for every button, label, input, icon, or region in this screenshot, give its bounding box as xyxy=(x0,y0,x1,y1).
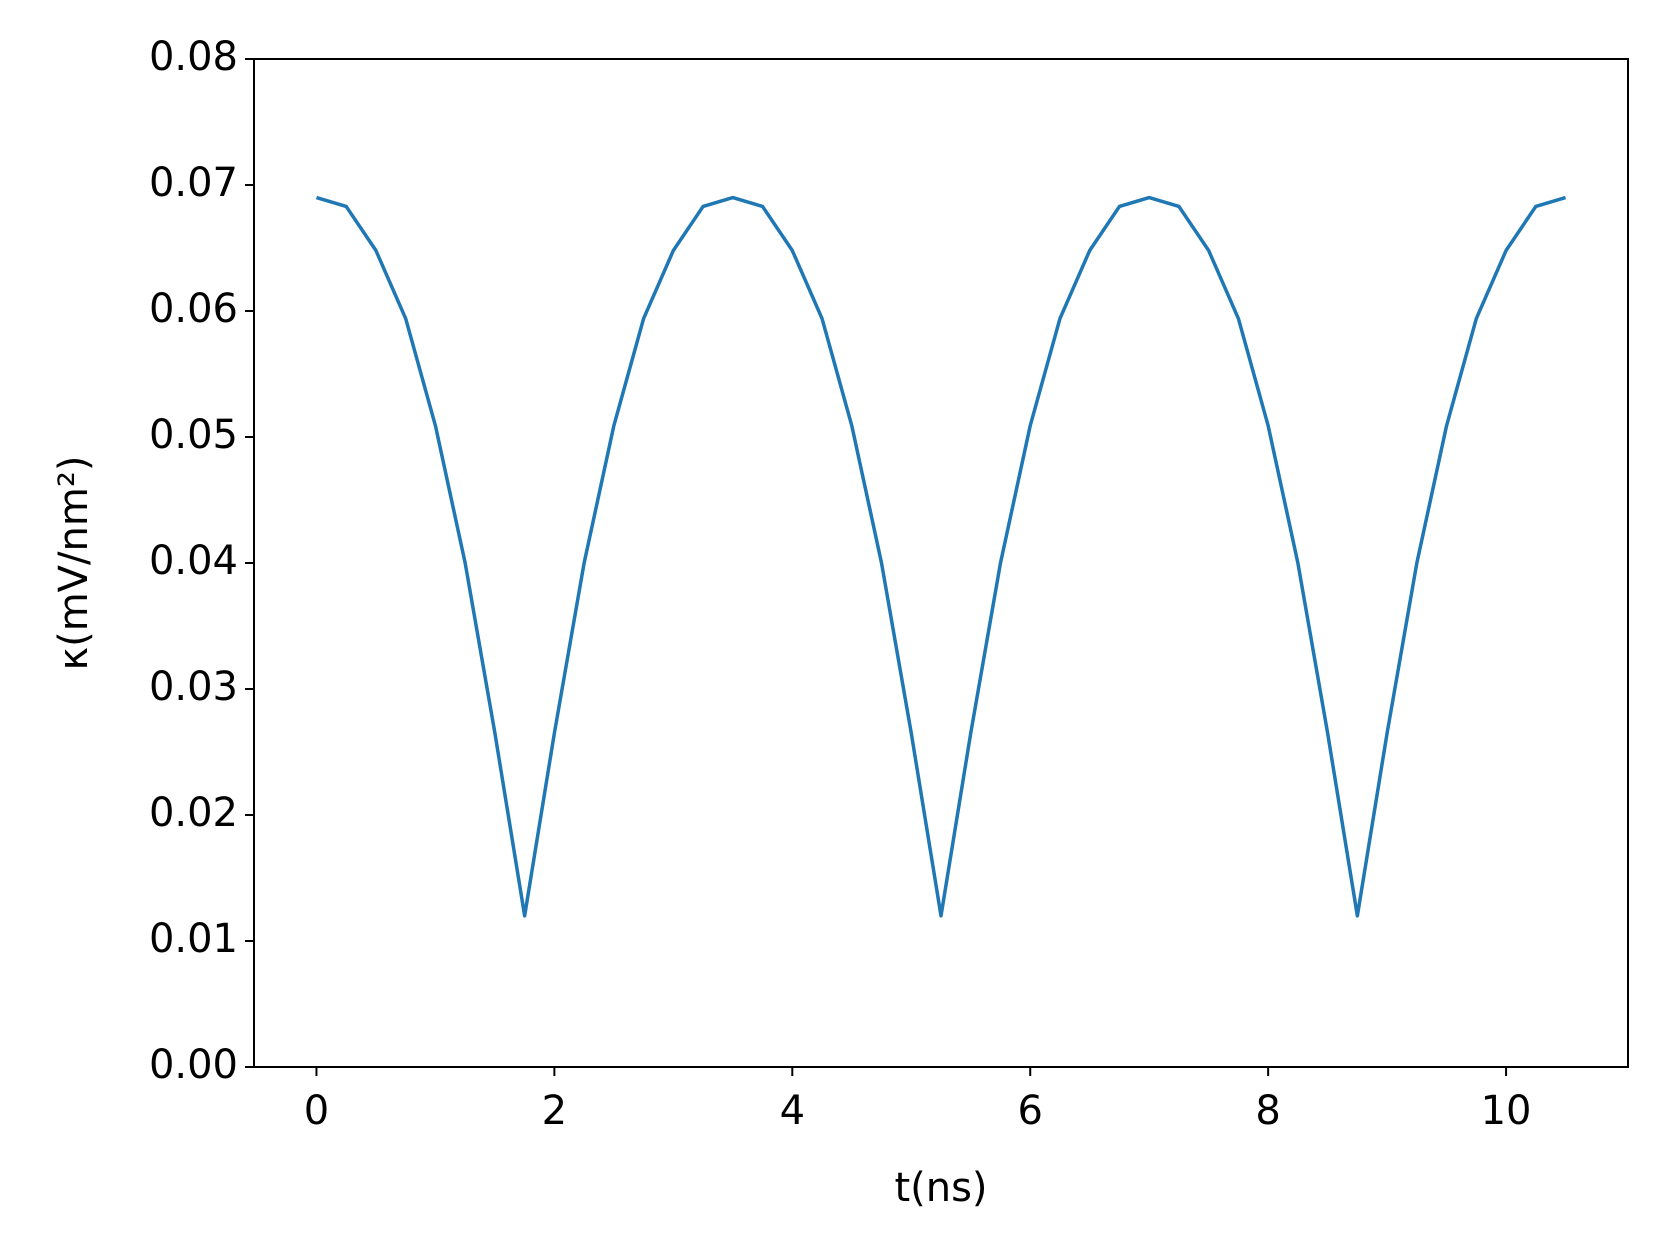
y-axis-label: κ(mV/nm²) xyxy=(51,456,97,671)
y-tick-label: 0.07 xyxy=(149,160,238,206)
line xyxy=(315,195,1567,918)
y-tick-label: 0.08 xyxy=(149,34,238,80)
x-tick-label: 6 xyxy=(1017,1088,1042,1134)
x-tick-label: 4 xyxy=(780,1088,805,1134)
y-tick-label: 0.05 xyxy=(149,412,238,458)
y-tick-label: 0.03 xyxy=(149,664,238,710)
x-tick-label: 10 xyxy=(1481,1088,1532,1134)
y-tick-label: 0.06 xyxy=(149,286,238,332)
x-tick-label: 2 xyxy=(542,1088,567,1134)
x-tick-label: 8 xyxy=(1255,1088,1280,1134)
x-tick-label: 0 xyxy=(304,1088,329,1134)
y-tick-label: 0.04 xyxy=(149,538,238,584)
y-tick-label: 0.02 xyxy=(149,790,238,836)
x-axis-label: t(ns) xyxy=(894,1165,987,1211)
plot-frame xyxy=(253,58,1629,1068)
y-tick-label: 0.00 xyxy=(149,1042,238,1088)
y-tick-label: 0.01 xyxy=(149,916,238,962)
